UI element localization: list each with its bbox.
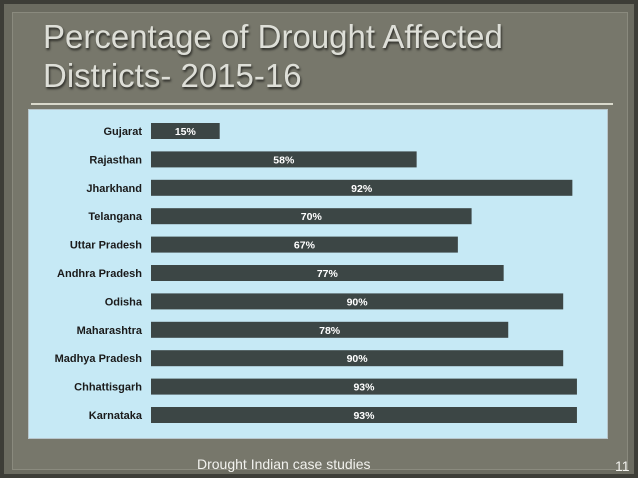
category-label: Odisha: [105, 296, 143, 308]
value-label: 93%: [353, 382, 375, 394]
slide-title: Percentage of Drought Affected Districts…: [43, 17, 623, 95]
title-line-2: Districts- 2015-16: [43, 57, 302, 94]
value-label: 92%: [351, 183, 373, 195]
bar: [151, 179, 573, 196]
slide-frame: Percentage of Drought Affected Districts…: [12, 12, 630, 474]
bar: [151, 236, 458, 253]
footer-text: Drought Indian case studies: [197, 456, 371, 472]
value-label: 15%: [175, 126, 197, 138]
category-label: Jharkhand: [86, 183, 142, 195]
category-label: Madhya Pradesh: [55, 353, 143, 365]
bar: [151, 265, 504, 281]
value-label: 67%: [294, 240, 316, 252]
category-label: Andhra Pradesh: [57, 268, 142, 280]
value-label: 90%: [347, 353, 369, 365]
category-label: Karnataka: [89, 410, 143, 422]
value-label: 93%: [353, 410, 375, 422]
page-number: 11: [615, 458, 630, 474]
bar: [151, 208, 472, 225]
bar-chart: Gujarat 15% Rajasthan 58% Jharkhand 92% Telang…: [55, 123, 577, 423]
category-label: Telangana: [88, 211, 142, 223]
category-label: Rajasthan: [89, 154, 142, 166]
value-label: 90%: [347, 296, 369, 308]
category-label: Uttar Pradesh: [70, 240, 142, 252]
chart-area: Gujarat 15% Rajasthan 58% Jharkhand 92% Telang…: [28, 109, 608, 439]
bar: [151, 378, 577, 395]
value-label: 77%: [317, 268, 339, 280]
title-divider: [31, 103, 613, 105]
bar: [151, 151, 417, 168]
title-line-1: Percentage of Drought Affected: [43, 18, 503, 55]
category-label: Gujarat: [103, 126, 142, 138]
bar: [151, 407, 577, 423]
bar: [151, 293, 564, 310]
value-label: 78%: [319, 325, 341, 337]
category-label: Maharashtra: [77, 325, 143, 337]
value-label: 58%: [273, 154, 295, 166]
bar: [151, 123, 220, 139]
bar: [151, 350, 564, 367]
category-label: Chhattisgarh: [74, 382, 142, 394]
bar: [151, 321, 509, 338]
value-label: 70%: [301, 211, 323, 223]
